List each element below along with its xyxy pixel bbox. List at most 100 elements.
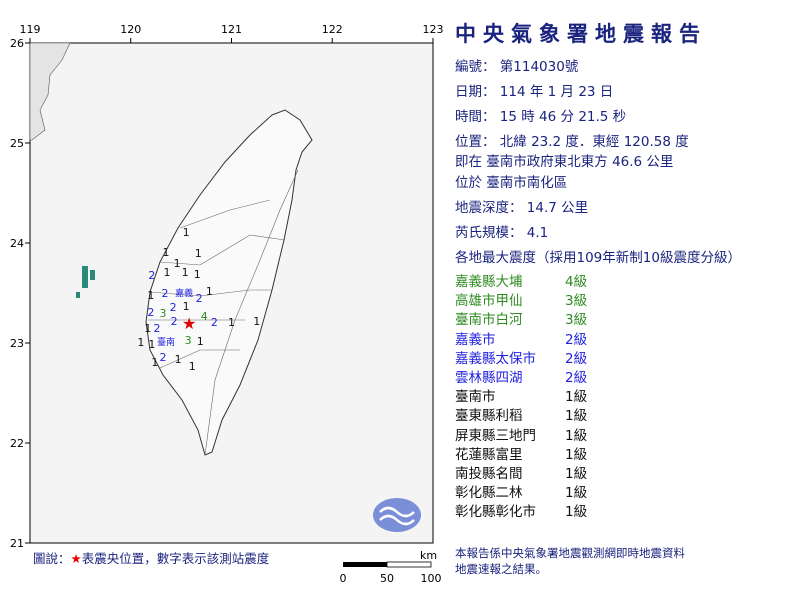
station-intensity: 1	[228, 316, 235, 329]
report-note: 本報告係中央氣象署地震觀測網即時地震資料 地震速報之結果。	[455, 545, 685, 577]
intensity-level: 2級	[565, 331, 588, 348]
lat-tick-label: 23	[10, 337, 24, 350]
report-relative: 即在 臺南市政府東北東方 46.6 公里	[455, 154, 674, 170]
station-intensity: 1	[164, 266, 171, 279]
report-date: 日期： 114 年 1 月 23 日	[455, 84, 614, 100]
intensity-row: 嘉義市 2級	[455, 328, 595, 348]
report-time: 時間： 15 時 46 分 21.5 秒	[455, 109, 627, 125]
scale-unit: km	[420, 549, 437, 562]
intensity-row: 花蓮縣富里 1級	[455, 443, 595, 463]
station-intensity: 1	[189, 360, 196, 373]
intensity-place: 雲林縣四湖	[455, 370, 523, 386]
station-intensity: 1	[183, 226, 190, 239]
intensity-place: 花蓮縣富里	[455, 446, 523, 463]
station-intensity: 1	[197, 335, 204, 348]
intensity-level: 1級	[565, 427, 588, 444]
lat-tick-label: 24	[10, 237, 24, 250]
lon-tick-label: 121	[221, 23, 242, 36]
taiwan-outline	[145, 109, 313, 456]
station-intensity: 1	[174, 257, 181, 270]
intensity-level: 1級	[565, 504, 588, 521]
intensity-level: 1級	[565, 485, 588, 502]
city-label: 臺南	[157, 336, 175, 348]
intensity-place: 臺南市	[455, 389, 496, 406]
lon-tick-label: 119	[20, 23, 41, 36]
penghu-islands	[76, 266, 95, 298]
report-number: 編號： 第114030號	[455, 59, 579, 75]
lon-tick-label: 123	[423, 23, 444, 36]
lon-tick-label: 122	[322, 23, 343, 36]
intensity-place: 嘉義市	[455, 331, 496, 348]
intensity-level: 1級	[565, 446, 588, 463]
station-intensity: 1	[175, 353, 182, 366]
star-icon: ★	[70, 551, 82, 566]
scale-tick: 0	[340, 572, 347, 585]
intensity-level: 1級	[565, 408, 588, 425]
intensity-place: 高雄市甲仙	[455, 293, 523, 310]
intensity-level: 1級	[565, 466, 588, 482]
note-line: 地震速報之結果。	[455, 562, 547, 576]
scale-tick: 50	[380, 572, 394, 585]
station-intensity: 4	[201, 310, 208, 323]
station-intensity: 1	[253, 315, 260, 328]
city-label: 嘉義	[175, 287, 193, 299]
station-intensity: 2	[171, 315, 178, 328]
intensity-place: 嘉義縣大埔	[455, 274, 523, 290]
station-intensity: 1	[147, 289, 154, 302]
intensity-row: 南投縣名間 1級	[455, 462, 595, 482]
scale-tick: 100	[421, 572, 442, 585]
intensity-place: 臺南市白河	[455, 312, 523, 329]
intensity-row: 臺南市 1級	[455, 385, 595, 405]
station-intensity: 3	[160, 307, 167, 320]
station-intensity: 3	[185, 334, 192, 347]
station-intensity: 1	[151, 356, 158, 369]
station-intensity: 2	[196, 292, 203, 305]
scale-bar: km 0 50 100	[340, 549, 442, 585]
intensity-place: 嘉義縣太保市	[455, 350, 536, 367]
intensity-header: 各地最大震度（採用109年新制10級震度分級）	[455, 250, 741, 266]
intensity-level: 1級	[565, 389, 588, 406]
report-title: 中央氣象署地震報告	[455, 22, 707, 46]
station-intensity: 2	[211, 316, 218, 329]
station-intensity: 1	[137, 336, 144, 349]
intensity-row: 嘉義縣大埔 4級	[455, 270, 595, 290]
lat-tick-label: 25	[10, 137, 24, 150]
intensity-level: 4級	[565, 274, 588, 290]
lat-tick-label: 26	[10, 37, 24, 50]
intensity-place: 南投縣名間	[455, 466, 523, 482]
note-line: 本報告係中央氣象署地震觀測網即時地震資料	[455, 546, 685, 560]
station-intensity: 1	[183, 300, 190, 313]
intensity-place: 彰化縣二林	[455, 485, 523, 502]
station-intensity: 2	[170, 301, 177, 314]
lat-tick-label: 21	[10, 537, 24, 550]
intensity-row: 嘉義縣太保市 2級	[455, 347, 595, 367]
station-intensity: 1	[206, 285, 213, 298]
intensity-row: 臺南市白河 3級	[455, 308, 595, 328]
station-intensity: 1	[194, 268, 201, 281]
station-intensity: 2	[161, 287, 168, 300]
report-location: 位置： 北緯 23.2 度．東經 120.58 度	[455, 134, 689, 150]
intensity-level: 3級	[565, 312, 588, 329]
station-intensity: 1	[163, 246, 170, 259]
intensity-row: 高雄市甲仙 3級	[455, 289, 595, 309]
agency-logo	[373, 498, 421, 532]
intensity-row: 彰化縣彰化市 1級	[455, 500, 595, 520]
station-intensity: 2	[148, 269, 155, 282]
lon-tick-label: 120	[120, 23, 141, 36]
station-intensity: 1	[148, 338, 155, 351]
intensity-row: 屏東縣三地門 1級	[455, 424, 595, 444]
report-magnitude: 芮氏規模： 4.1	[455, 225, 549, 241]
station-intensity: 2	[153, 322, 160, 335]
station-intensity: 2	[147, 306, 154, 319]
epicenter-star-icon: ★	[182, 314, 196, 333]
intensity-level: 2級	[565, 370, 588, 386]
china-coast	[29, 42, 71, 141]
station-intensity: 1	[195, 247, 202, 260]
lat-tick-label: 22	[10, 437, 24, 450]
intensity-place: 屏東縣三地門	[455, 427, 536, 444]
intensity-place: 彰化縣彰化市	[455, 504, 536, 521]
station-intensity: 2	[159, 351, 166, 364]
station-intensity: 1	[144, 322, 151, 335]
report-depth: 地震深度： 14.7 公里	[455, 200, 589, 216]
